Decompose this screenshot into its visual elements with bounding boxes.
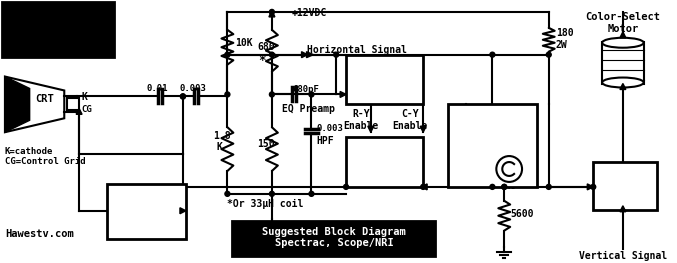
- Text: Color-Select: Color-Select: [586, 12, 660, 22]
- Circle shape: [181, 94, 185, 99]
- Text: Stripe: Stripe: [474, 121, 511, 131]
- Bar: [448, 104, 537, 187]
- Text: EQ Preamp: EQ Preamp: [282, 104, 334, 114]
- Polygon shape: [301, 52, 307, 58]
- Text: 150: 150: [257, 139, 275, 149]
- Text: K: K: [81, 93, 87, 103]
- Text: Demod: Demod: [369, 78, 400, 88]
- Bar: [346, 137, 423, 187]
- Text: Amp: Amp: [137, 218, 156, 228]
- Text: K=cathode: K=cathode: [5, 147, 53, 156]
- Text: 0.01: 0.01: [146, 84, 168, 93]
- Text: +12VDC: +12VDC: [292, 8, 327, 18]
- Text: Suggested Block Diagram
Spectrac, Scope/NRI: Suggested Block Diagram Spectrac, Scope/…: [262, 227, 406, 248]
- Circle shape: [269, 9, 274, 14]
- Text: K: K: [217, 142, 223, 152]
- Bar: [232, 221, 435, 256]
- Text: 10K: 10K: [236, 38, 253, 48]
- Ellipse shape: [602, 38, 644, 48]
- Text: Enable: Enable: [343, 121, 378, 131]
- Text: CG=Control Grid: CG=Control Grid: [5, 157, 85, 166]
- Text: *Or 33μH coil: *Or 33μH coil: [227, 199, 304, 209]
- Text: 2W: 2W: [556, 40, 567, 50]
- Text: *: *: [258, 54, 265, 67]
- Polygon shape: [307, 52, 313, 58]
- Text: HPF: HPF: [316, 136, 334, 146]
- Text: LDR: LDR: [471, 172, 487, 181]
- Text: 1.8: 1.8: [213, 131, 231, 141]
- Polygon shape: [620, 206, 626, 212]
- Text: Motor: Motor: [609, 172, 640, 182]
- Bar: [346, 55, 423, 104]
- Bar: [107, 184, 186, 239]
- Circle shape: [181, 94, 185, 99]
- Text: Flip-: Flip-: [369, 147, 400, 157]
- Bar: [2, 2, 114, 57]
- Circle shape: [225, 191, 230, 196]
- Text: CG: CG: [81, 105, 92, 114]
- Text: C-Y: C-Y: [401, 109, 419, 119]
- Polygon shape: [421, 184, 427, 190]
- Text: Color: Color: [131, 192, 162, 202]
- Circle shape: [344, 184, 349, 189]
- Text: CRT: CRT: [35, 94, 54, 104]
- Circle shape: [546, 184, 551, 189]
- Circle shape: [490, 184, 495, 189]
- Ellipse shape: [602, 78, 644, 88]
- Bar: [593, 162, 657, 210]
- Text: Chroma: Chroma: [366, 65, 403, 75]
- Text: ●Note: Parts
values only for
reference.: ●Note: Parts values only for reference.: [5, 4, 91, 34]
- Text: #49: #49: [501, 182, 517, 191]
- Polygon shape: [5, 77, 30, 132]
- Circle shape: [502, 184, 506, 189]
- Circle shape: [546, 52, 551, 57]
- Circle shape: [334, 52, 338, 57]
- Polygon shape: [588, 184, 593, 190]
- Circle shape: [591, 184, 596, 189]
- Text: R-Y: R-Y: [352, 109, 370, 119]
- Polygon shape: [76, 108, 82, 114]
- Text: Flop: Flop: [372, 160, 397, 170]
- Circle shape: [309, 92, 314, 97]
- Text: Vertical Signal: Vertical Signal: [579, 250, 667, 261]
- Circle shape: [490, 52, 495, 57]
- Circle shape: [269, 92, 274, 97]
- Text: Dif: Dif: [137, 205, 156, 215]
- Circle shape: [502, 184, 506, 189]
- Text: Black: Black: [477, 109, 508, 119]
- Circle shape: [269, 191, 274, 196]
- Text: Sensor: Sensor: [474, 133, 511, 143]
- Bar: [67, 98, 79, 110]
- Circle shape: [269, 52, 274, 57]
- Text: Horizontal Signal: Horizontal Signal: [307, 45, 406, 55]
- Text: 680pF: 680pF: [292, 85, 320, 94]
- Text: Motor: Motor: [607, 24, 638, 34]
- Circle shape: [225, 92, 230, 97]
- Text: Hawestv.com: Hawestv.com: [5, 229, 74, 239]
- Text: 5600: 5600: [510, 209, 533, 219]
- Text: 680: 680: [257, 42, 275, 52]
- Text: 0.003: 0.003: [316, 124, 343, 133]
- Text: 0.003: 0.003: [180, 84, 206, 93]
- Circle shape: [420, 184, 426, 189]
- Polygon shape: [180, 208, 186, 214]
- Polygon shape: [620, 32, 626, 38]
- Polygon shape: [420, 126, 426, 132]
- Text: Enable: Enable: [393, 121, 428, 131]
- Text: 180: 180: [556, 28, 573, 38]
- Text: Control: Control: [603, 185, 647, 195]
- Circle shape: [225, 52, 230, 57]
- Polygon shape: [340, 92, 346, 97]
- Circle shape: [309, 191, 314, 196]
- Polygon shape: [620, 83, 626, 89]
- Polygon shape: [368, 126, 374, 132]
- Polygon shape: [269, 10, 275, 17]
